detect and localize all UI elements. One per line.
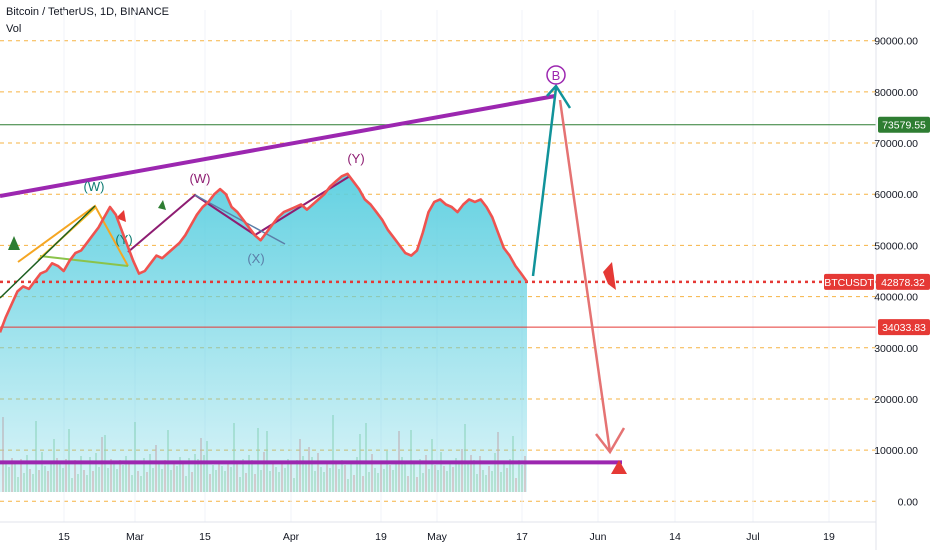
price-tag <box>878 319 930 336</box>
x-tick-label: 19 <box>375 531 387 543</box>
y-tick-label: 70000.00 <box>874 138 918 150</box>
price-area <box>0 173 527 493</box>
x-tick-label: 14 <box>669 531 681 543</box>
y-tick-label: 50000.00 <box>874 240 918 252</box>
y-tick-label: 0.00 <box>898 496 919 508</box>
y-tick-label: 20000.00 <box>874 394 918 406</box>
price-tag-label: 42878.32 <box>881 277 925 289</box>
price-tag-label: 34033.83 <box>882 322 926 334</box>
resistance-trendline <box>0 94 556 198</box>
price-tag-label: BTCUSDT <box>824 277 874 289</box>
price-tag-label: 73579.55 <box>882 120 926 132</box>
price-tag <box>878 116 930 133</box>
y-tick-label: 40000.00 <box>874 292 918 304</box>
x-tick-label: 15 <box>58 531 70 543</box>
y-tick-label: 80000.00 <box>874 87 918 99</box>
volume-indicator-label[interactable]: Vol <box>6 23 22 35</box>
wave-label: B <box>552 68 561 83</box>
green-arrow-icon <box>158 200 166 210</box>
price-area-fill <box>0 173 527 493</box>
wave-x-line <box>194 194 286 245</box>
green-rise-line <box>0 205 96 299</box>
y-tick-label: 10000.00 <box>874 445 918 457</box>
projection-up <box>531 87 558 277</box>
y-tick-label: 60000.00 <box>874 189 918 201</box>
red-arrow-icon <box>603 262 616 290</box>
projection-down <box>558 99 612 453</box>
level-lines <box>0 124 876 465</box>
time-axis[interactable]: 15 Mar 15 Apr 19 May 17 Jun 14 Jul 19 <box>0 521 876 543</box>
x-tick-label: 15 <box>199 531 211 543</box>
price-axis[interactable]: 90000.00 80000.00 70000.00 60000.00 50000.00… <box>874 0 918 550</box>
pattern-base-line <box>39 255 129 267</box>
price-line <box>0 172 529 333</box>
y-tick-label: 90000.00 <box>874 36 918 48</box>
x-tick-label: Mar <box>126 531 145 543</box>
y-tick-label: 30000.00 <box>874 343 918 355</box>
x-tick-label: 17 <box>516 531 528 543</box>
wave-label: (X) <box>247 251 264 266</box>
wave-b-circle <box>546 65 566 85</box>
x-tick-label: Jul <box>746 531 759 543</box>
chart-symbol-title: Bitcoin / TetherUS, 1D, BINANCE <box>6 6 170 18</box>
x-tick-label: Apr <box>283 531 300 543</box>
wave-label: (Y) <box>347 151 364 166</box>
x-tick-label: 19 <box>823 531 835 543</box>
rocket-icon <box>8 236 20 250</box>
price-tag <box>876 273 930 290</box>
x-tick-label: Jun <box>590 531 607 543</box>
red-triangle-marker <box>611 460 627 474</box>
wave-label: (W) <box>84 179 105 194</box>
price-tag <box>824 273 874 290</box>
projection-up-head <box>546 83 572 109</box>
wave-label: (W) <box>190 171 211 186</box>
price-tags: 73579.55 BTCUSDT 42878.32 34033.83 <box>824 116 930 336</box>
price-series <box>0 172 529 333</box>
x-tick-label: May <box>427 531 448 543</box>
projection-down-head <box>595 427 626 455</box>
